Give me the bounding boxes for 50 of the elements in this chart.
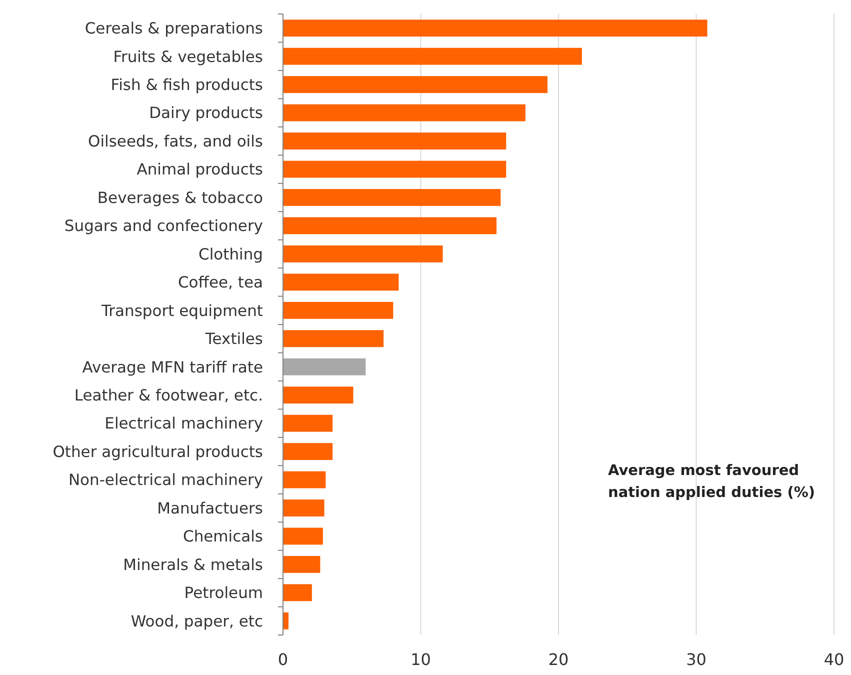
bar: [283, 414, 333, 432]
y-tick-label: Other agricultural products: [52, 442, 263, 461]
bar: [283, 500, 324, 516]
x-tick-label: 30: [686, 650, 706, 669]
x-tick-label: 20: [548, 650, 569, 669]
bar: [283, 386, 354, 404]
y-tick-label: Petroleum: [184, 584, 263, 602]
y-tick-label: Textiles: [204, 330, 263, 348]
y-tick-label: Oilseeds, fats, and oils: [88, 132, 263, 150]
y-tick-label: Cereals & preparations: [84, 20, 263, 38]
y-tick-label: Fruits & vegetables: [113, 48, 263, 66]
bar: [283, 274, 399, 291]
bar: [283, 302, 394, 319]
y-tick-label: Chemicals: [183, 528, 263, 546]
y-tick-label: Animal products: [136, 160, 263, 179]
bar: [283, 48, 582, 65]
bar: [283, 189, 501, 206]
bar: [283, 217, 497, 234]
bar: [283, 584, 312, 602]
y-tick-label: Electrical machinery: [104, 414, 263, 433]
y-tick-label: Clothing: [198, 245, 263, 264]
y-tick-label: Non-electrical machinery: [68, 471, 263, 490]
x-tick-label: 10: [410, 650, 431, 669]
y-tick-label: Average MFN tariff rate: [82, 358, 263, 376]
y-tick-label: Leather & footwear, etc.: [74, 386, 263, 404]
x-tick-label: 0: [278, 650, 288, 669]
y-tick-label: Wood, paper, etc: [130, 612, 263, 630]
bar: [283, 245, 443, 262]
bar: [283, 358, 366, 376]
bar: [283, 20, 708, 37]
bar: [283, 612, 289, 630]
bar: [283, 528, 323, 545]
y-tick-label: Sugars and confectionery: [64, 217, 263, 236]
x-tick-label: 40: [824, 650, 844, 669]
y-tick-label: Minerals & metals: [123, 556, 263, 574]
bar: [283, 556, 320, 573]
bar: [283, 443, 333, 460]
bar: [283, 104, 526, 122]
bar: [283, 160, 506, 178]
y-tick-label: Manufactuers: [157, 499, 263, 518]
y-tick-label: Transport equipment: [100, 302, 263, 320]
y-tick-label: Fish & fish products: [110, 76, 263, 94]
bar: [283, 76, 548, 94]
bar: [283, 471, 326, 488]
y-tick-label: Beverages & tobacco: [97, 188, 263, 207]
bar: [283, 330, 384, 348]
bar: [283, 132, 506, 150]
y-tick-label: Dairy products: [149, 104, 263, 122]
annotation: Average most favoured nation applied duties (%): [608, 463, 815, 501]
y-tick-label: Coffee, tea: [178, 274, 263, 292]
